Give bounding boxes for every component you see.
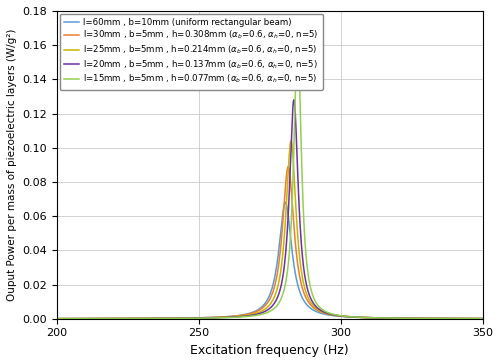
l=20mm , b=5mm , h=0.137mm ($\alpha_b$=0.6, $\alpha_h$=0, n=5) [72, 316, 78, 321]
l=25mm , b=5mm , h=0.214mm ($\alpha_b$=0.6, $\alpha_h$=0, n=5) [72, 316, 78, 321]
l=15mm , b=5mm , h=0.077mm ($\alpha_b$=0.6, $\alpha_h$=0, n=5) [138, 316, 143, 321]
l=15mm , b=5mm , h=0.077mm ($\alpha_b$=0.6, $\alpha_h$=0, n=5) [457, 316, 463, 321]
l=15mm , b=5mm , h=0.077mm ($\alpha_b$=0.6, $\alpha_h$=0, n=5) [54, 316, 60, 321]
l=30mm , b=5mm , h=0.308mm ($\alpha_b$=0.6, $\alpha_h$=0, n=5) [56, 316, 62, 321]
l=60mm , b=10mm (uniform rectangular beam) [54, 316, 60, 321]
l=25mm , b=5mm , h=0.214mm ($\alpha_b$=0.6, $\alpha_h$=0, n=5) [80, 316, 86, 321]
l=60mm , b=10mm (uniform rectangular beam) [282, 200, 288, 205]
Legend: l=60mm , b=10mm (uniform rectangular beam), l=30mm , b=5mm , h=0.308mm ($\alpha_: l=60mm , b=10mm (uniform rectangular bea… [60, 13, 322, 90]
l=20mm , b=5mm , h=0.137mm ($\alpha_b$=0.6, $\alpha_h$=0, n=5) [480, 316, 486, 321]
l=30mm , b=5mm , h=0.308mm ($\alpha_b$=0.6, $\alpha_h$=0, n=5) [72, 316, 78, 321]
l=60mm , b=10mm (uniform rectangular beam) [480, 316, 486, 321]
l=15mm , b=5mm , h=0.077mm ($\alpha_b$=0.6, $\alpha_h$=0, n=5) [294, 33, 300, 37]
Line: l=30mm , b=5mm , h=0.308mm ($\alpha_b$=0.6, $\alpha_h$=0, n=5): l=30mm , b=5mm , h=0.308mm ($\alpha_b$=0… [57, 167, 482, 318]
l=30mm , b=5mm , h=0.308mm ($\alpha_b$=0.6, $\alpha_h$=0, n=5) [285, 165, 291, 169]
l=15mm , b=5mm , h=0.077mm ($\alpha_b$=0.6, $\alpha_h$=0, n=5) [480, 316, 486, 321]
l=60mm , b=10mm (uniform rectangular beam) [262, 301, 268, 306]
l=25mm , b=5mm , h=0.214mm ($\alpha_b$=0.6, $\alpha_h$=0, n=5) [262, 307, 268, 311]
l=25mm , b=5mm , h=0.214mm ($\alpha_b$=0.6, $\alpha_h$=0, n=5) [54, 316, 60, 321]
l=30mm , b=5mm , h=0.308mm ($\alpha_b$=0.6, $\alpha_h$=0, n=5) [457, 316, 463, 321]
l=25mm , b=5mm , h=0.214mm ($\alpha_b$=0.6, $\alpha_h$=0, n=5) [457, 316, 463, 321]
l=20mm , b=5mm , h=0.137mm ($\alpha_b$=0.6, $\alpha_h$=0, n=5) [80, 316, 86, 321]
l=60mm , b=10mm (uniform rectangular beam) [72, 316, 78, 321]
l=20mm , b=5mm , h=0.137mm ($\alpha_b$=0.6, $\alpha_h$=0, n=5) [56, 316, 62, 321]
l=60mm , b=10mm (uniform rectangular beam) [56, 316, 62, 321]
l=30mm , b=5mm , h=0.308mm ($\alpha_b$=0.6, $\alpha_h$=0, n=5) [262, 304, 268, 308]
l=25mm , b=5mm , h=0.214mm ($\alpha_b$=0.6, $\alpha_h$=0, n=5) [288, 139, 294, 143]
Line: l=20mm , b=5mm , h=0.137mm ($\alpha_b$=0.6, $\alpha_h$=0, n=5): l=20mm , b=5mm , h=0.137mm ($\alpha_b$=0… [57, 100, 482, 318]
l=15mm , b=5mm , h=0.077mm ($\alpha_b$=0.6, $\alpha_h$=0, n=5) [72, 316, 78, 321]
l=20mm , b=5mm , h=0.137mm ($\alpha_b$=0.6, $\alpha_h$=0, n=5) [138, 316, 143, 321]
l=25mm , b=5mm , h=0.214mm ($\alpha_b$=0.6, $\alpha_h$=0, n=5) [480, 316, 486, 321]
l=15mm , b=5mm , h=0.077mm ($\alpha_b$=0.6, $\alpha_h$=0, n=5) [80, 316, 86, 321]
l=20mm , b=5mm , h=0.137mm ($\alpha_b$=0.6, $\alpha_h$=0, n=5) [262, 309, 268, 313]
l=15mm , b=5mm , h=0.077mm ($\alpha_b$=0.6, $\alpha_h$=0, n=5) [56, 316, 62, 321]
l=30mm , b=5mm , h=0.308mm ($\alpha_b$=0.6, $\alpha_h$=0, n=5) [480, 316, 486, 321]
Line: l=15mm , b=5mm , h=0.077mm ($\alpha_b$=0.6, $\alpha_h$=0, n=5): l=15mm , b=5mm , h=0.077mm ($\alpha_b$=0… [57, 35, 482, 318]
l=20mm , b=5mm , h=0.137mm ($\alpha_b$=0.6, $\alpha_h$=0, n=5) [457, 316, 463, 321]
l=20mm , b=5mm , h=0.137mm ($\alpha_b$=0.6, $\alpha_h$=0, n=5) [291, 98, 297, 102]
l=60mm , b=10mm (uniform rectangular beam) [457, 316, 463, 321]
l=30mm , b=5mm , h=0.308mm ($\alpha_b$=0.6, $\alpha_h$=0, n=5) [138, 316, 143, 321]
l=30mm , b=5mm , h=0.308mm ($\alpha_b$=0.6, $\alpha_h$=0, n=5) [54, 316, 60, 321]
l=25mm , b=5mm , h=0.214mm ($\alpha_b$=0.6, $\alpha_h$=0, n=5) [56, 316, 62, 321]
l=25mm , b=5mm , h=0.214mm ($\alpha_b$=0.6, $\alpha_h$=0, n=5) [138, 316, 143, 321]
l=20mm , b=5mm , h=0.137mm ($\alpha_b$=0.6, $\alpha_h$=0, n=5) [54, 316, 60, 321]
l=60mm , b=10mm (uniform rectangular beam) [138, 316, 143, 321]
Line: l=25mm , b=5mm , h=0.214mm ($\alpha_b$=0.6, $\alpha_h$=0, n=5): l=25mm , b=5mm , h=0.214mm ($\alpha_b$=0… [57, 141, 482, 318]
l=15mm , b=5mm , h=0.077mm ($\alpha_b$=0.6, $\alpha_h$=0, n=5) [262, 311, 268, 316]
l=60mm , b=10mm (uniform rectangular beam) [80, 316, 86, 321]
l=30mm , b=5mm , h=0.308mm ($\alpha_b$=0.6, $\alpha_h$=0, n=5) [80, 316, 86, 321]
Line: l=60mm , b=10mm (uniform rectangular beam): l=60mm , b=10mm (uniform rectangular bea… [57, 202, 482, 318]
X-axis label: Excitation frequency (Hz): Excitation frequency (Hz) [190, 344, 349, 357]
Y-axis label: Ouput Power per mass of piezoelectric layers (W/g²): Ouput Power per mass of piezoelectric la… [7, 29, 17, 301]
